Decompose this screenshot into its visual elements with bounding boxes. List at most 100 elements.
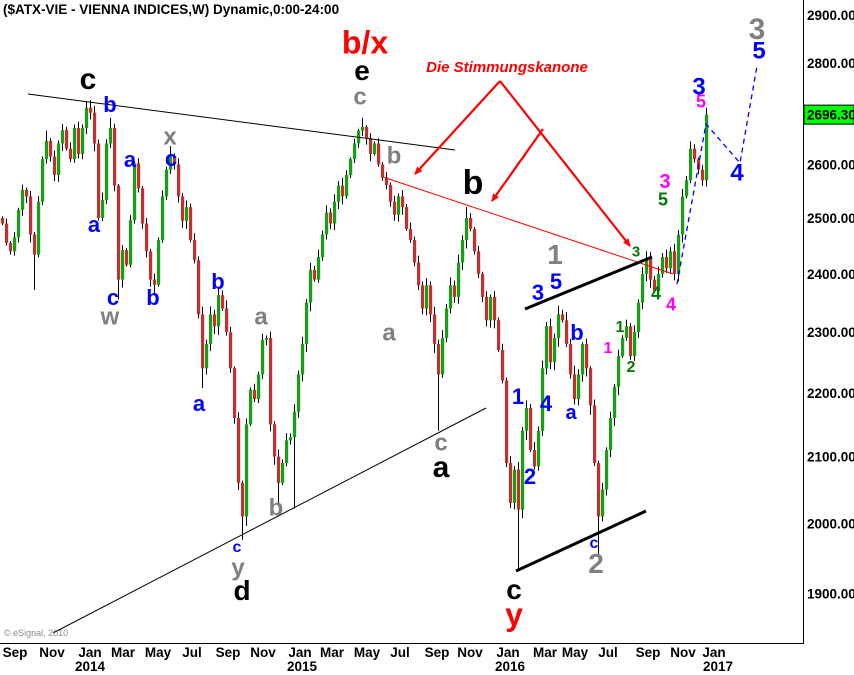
wave-label-5: 5 <box>696 91 706 111</box>
wave-label-x: x <box>163 124 177 151</box>
wave-label-5: 5 <box>752 38 765 65</box>
x-year-label: 2017 <box>703 659 733 674</box>
x-month-label: Sep <box>3 645 28 660</box>
x-month-label: Jan <box>288 645 311 660</box>
wave-label-a: a <box>433 451 450 484</box>
wave-label-1: 1 <box>547 239 563 270</box>
y-tick-label: 2300.00 <box>807 325 854 340</box>
x-month-label: Nov <box>39 645 65 660</box>
wave-label-c: c <box>353 84 366 111</box>
x-month-label: May <box>145 645 172 660</box>
wave-label-c: c <box>165 146 177 171</box>
x-month-label: Jan <box>78 645 101 660</box>
wave-label-c: c <box>434 430 447 457</box>
wave-label-5: 5 <box>550 269 562 294</box>
wave-label-4: 4 <box>540 391 553 416</box>
wave-label-4: 4 <box>651 283 661 303</box>
x-year-label: 2016 <box>495 659 526 674</box>
long-support-2014-2015 <box>52 407 487 634</box>
last-price-tag: 2696.30 <box>803 104 854 125</box>
x-month-label: Jul <box>182 645 202 660</box>
wave-label-c: c <box>80 63 97 96</box>
wave-label-4: 4 <box>730 160 744 187</box>
upper-resistance-2014 <box>27 93 456 151</box>
trendlines-layer <box>27 93 674 634</box>
wave-label-4: 4 <box>666 294 676 314</box>
x-month-label: Sep <box>216 645 241 660</box>
wave-label-c: c <box>506 574 522 605</box>
x-month-label: Jan <box>702 645 725 660</box>
wave-label-y: y <box>231 555 245 582</box>
wave-label-b: b <box>146 285 159 310</box>
wave-label-b: b <box>570 320 583 345</box>
x-axis-labels: Sep Nov Jan Mar May Jul Sep Nov Jan Mar May Jul Sep N… <box>3 645 733 674</box>
x-month-label: Jan <box>496 645 519 660</box>
red-declining-resistance <box>382 176 674 275</box>
wave-label-1: 1 <box>604 340 613 357</box>
wave-label-2: 2 <box>588 548 604 579</box>
wave-label-y: y <box>505 597 523 633</box>
wave-label-2: 2 <box>627 359 636 376</box>
x-month-label: Nov <box>250 645 276 660</box>
wave-label-b: b <box>387 143 402 170</box>
x-year-label: 2015 <box>287 659 318 674</box>
wave-label-c: c <box>233 539 242 556</box>
wave-label-b: b <box>269 495 284 522</box>
thick-breakout-line-2016 <box>524 255 653 311</box>
wave-label-a: a <box>565 402 577 424</box>
wave-label-b-x: b/x <box>342 25 388 61</box>
x-month-label: Mar <box>533 645 558 660</box>
wave-label-b: b <box>211 269 224 294</box>
x-month-label: May <box>562 645 589 660</box>
chart-title: ($ATX-VIE - VIENNA INDICES,W) Dynamic,0:… <box>3 2 340 17</box>
wave-label-w: w <box>100 304 120 331</box>
wave-label-b: b <box>103 92 116 117</box>
x-year-label: 2014 <box>75 659 106 674</box>
x-month-label: Mar <box>320 645 345 660</box>
y-tick-label: 2200.00 <box>807 386 854 401</box>
x-month-label: Sep <box>636 645 661 660</box>
wave-label-3: 3 <box>532 280 544 305</box>
x-month-label: Sep <box>425 645 450 660</box>
wave-label-3: 3 <box>632 243 640 260</box>
y-axis-labels: 2900.00 2800.00 2600.00 2500.00 2400.00 2300.… <box>807 8 854 601</box>
wave-label-a: a <box>382 320 396 347</box>
wave-label-5: 5 <box>658 189 668 209</box>
x-month-label: Jul <box>390 645 410 660</box>
y-tick-label: 2800.00 <box>807 56 854 71</box>
wave-label-b: b <box>463 164 484 202</box>
wave-label-a: a <box>88 212 101 237</box>
x-month-label: Nov <box>457 645 483 660</box>
wave-label-c: c <box>590 535 599 552</box>
wave-label-1: 1 <box>512 384 524 409</box>
wave-label-3: 3 <box>692 74 705 101</box>
projection-line <box>676 65 758 285</box>
wave-label-a: a <box>124 147 137 172</box>
wave-label-3: 3 <box>749 13 766 46</box>
candles-layer <box>1 100 709 572</box>
x-month-label: Nov <box>670 645 696 660</box>
y-tick-label: 2500.00 <box>807 211 854 226</box>
y-tick-label: 2600.00 <box>807 157 854 172</box>
y-tick-label: 2400.00 <box>807 267 854 282</box>
y-tick-label: 1900.00 <box>807 586 854 601</box>
wave-label-3: 3 <box>659 171 670 193</box>
thick-base-line-2016 <box>515 509 647 573</box>
esignal-watermark: © eSignal, 2010 <box>4 628 69 638</box>
x-month-label: Jul <box>598 645 618 660</box>
wave-label-a: a <box>193 391 206 416</box>
wave-label-1: 1 <box>616 319 625 336</box>
wave-label-a: a <box>254 304 268 331</box>
x-month-label: Mar <box>111 645 136 660</box>
x-month-label: May <box>354 645 381 660</box>
wave-label-e: e <box>354 55 370 86</box>
wave-label-d: d <box>233 575 250 606</box>
last-price-value: 2696.30 <box>807 108 854 123</box>
callout-text: Die Stimmungskanone <box>426 59 588 76</box>
y-tick-label: 2000.00 <box>807 516 854 531</box>
axis-frame <box>0 0 804 644</box>
wave-label-c: c <box>107 285 119 310</box>
